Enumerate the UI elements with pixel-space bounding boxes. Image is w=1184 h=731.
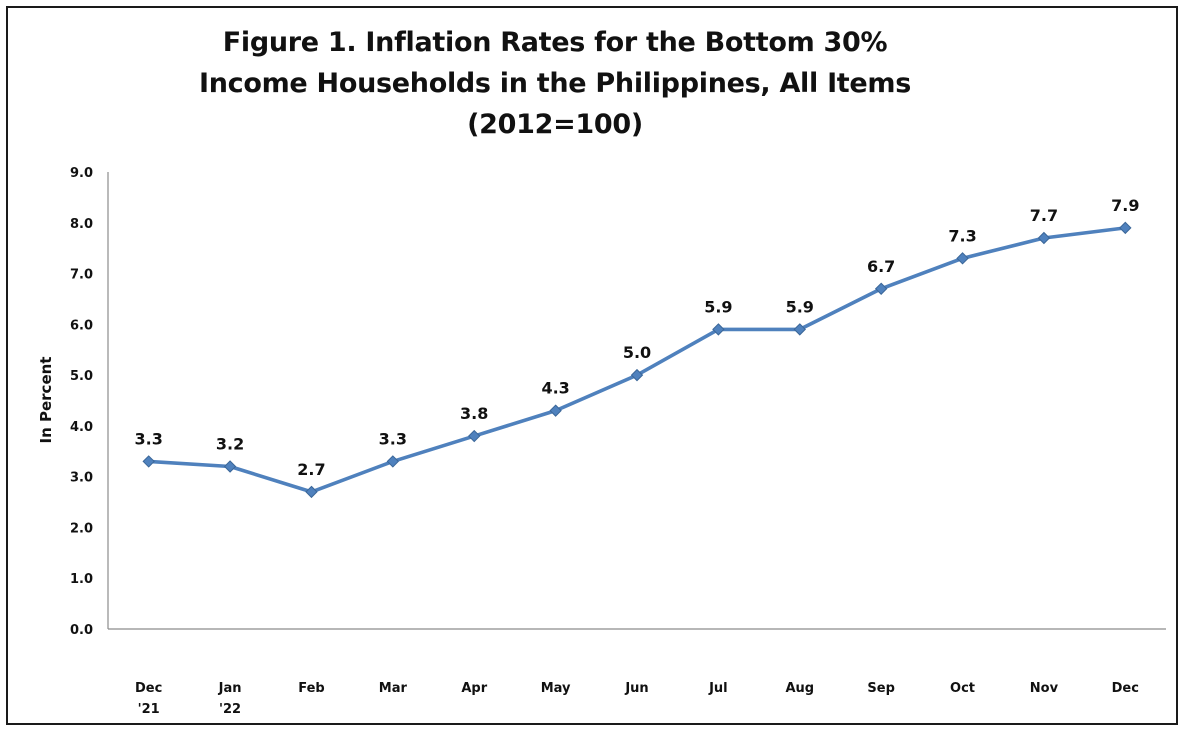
chart-title-line-1: Figure 1. Inflation Rates for the Bottom… <box>222 27 888 58</box>
data-label: 2.7 <box>297 460 325 479</box>
y-tick-label: 0.0 <box>70 623 93 638</box>
x-axis: Dec '21 Jan '22 Feb Mar Apr May Jun Jul Aug Sep Oct N… <box>108 628 1166 717</box>
y-tick-label: 1.0 <box>70 572 93 587</box>
data-label: 6.7 <box>867 257 895 276</box>
data-point <box>956 252 969 265</box>
x-tick-label: Mar <box>379 681 408 696</box>
y-tick-label: 3.0 <box>70 471 93 486</box>
x-tick-label: Feb <box>298 681 324 696</box>
data-point <box>793 323 806 336</box>
data-point <box>630 368 644 382</box>
data-point <box>305 485 318 499</box>
data-label: 7.9 <box>1111 196 1139 215</box>
chart-title-line-2: Income Households in the Philippines, Al… <box>198 68 912 99</box>
x-tick-label: Jul <box>708 681 728 696</box>
x-tick-label: Oct <box>950 681 975 696</box>
data-point <box>386 455 400 468</box>
data-point <box>549 404 562 417</box>
data-point <box>468 429 481 443</box>
y-tick-labels: 0.0 1.0 2.0 3.0 4.0 5.0 6.0 7.0 8.0 9.0 <box>70 166 93 638</box>
data-label: 3.3 <box>135 429 163 448</box>
x-tick-label: Dec <box>135 681 162 696</box>
data-label: 7.3 <box>948 226 976 245</box>
x-tick-label: Aug <box>785 681 814 696</box>
x-tick-label: Sep <box>867 681 895 696</box>
data-label: 5.9 <box>704 297 732 316</box>
x-tick-label: Dec <box>1112 681 1139 696</box>
y-tick-label: 4.0 <box>70 420 93 435</box>
y-tick-label: 8.0 <box>70 217 93 232</box>
data-label: 7.7 <box>1030 206 1058 225</box>
data-label: 5.0 <box>623 343 651 362</box>
x-tick-label: Apr <box>461 681 487 696</box>
x-tick-labels: Dec '21 Jan '22 Feb Mar Apr May Jun Jul Aug Sep Oct N… <box>135 681 1139 717</box>
x-tick-label: '22 <box>219 702 241 717</box>
data-label: 3.3 <box>379 429 407 448</box>
data-point <box>712 323 725 336</box>
data-point <box>1037 231 1051 245</box>
y-axis: 0.0 1.0 2.0 3.0 4.0 5.0 6.0 7.0 8.0 9.0 <box>70 166 109 638</box>
y-tick-label: 6.0 <box>70 318 93 333</box>
data-point <box>223 460 237 473</box>
data-label: 3.8 <box>460 404 488 423</box>
x-tick-label: Jan <box>218 681 242 696</box>
x-tick-label: '21 <box>138 702 160 717</box>
data-point <box>142 455 155 468</box>
y-tick-label: 5.0 <box>70 369 93 384</box>
data-point <box>1119 221 1132 235</box>
data-label: 5.9 <box>786 297 814 316</box>
y-tick-label: 7.0 <box>70 268 93 283</box>
x-tick-label: May <box>541 681 571 696</box>
x-tick-label: Nov <box>1030 681 1059 696</box>
series-line-group: 3.3 3.2 2.7 3.3 3.8 4.3 5.0 5.9 5.9 6.7 7.3 7.7 7.9 <box>135 196 1139 499</box>
data-label: 3.2 <box>216 435 244 454</box>
y-tick-label: 9.0 <box>70 166 93 181</box>
x-tick-label: Jun <box>624 681 648 696</box>
data-label: 4.3 <box>541 379 569 398</box>
data-point <box>874 282 888 295</box>
chart-title-line-3: (2012=100) <box>467 109 643 140</box>
chart-title: Figure 1. Inflation Rates for the Bottom… <box>0 22 1110 145</box>
chart-frame <box>6 6 1178 725</box>
y-axis-title: In Percent <box>37 357 55 444</box>
y-tick-label: 2.0 <box>70 521 93 536</box>
